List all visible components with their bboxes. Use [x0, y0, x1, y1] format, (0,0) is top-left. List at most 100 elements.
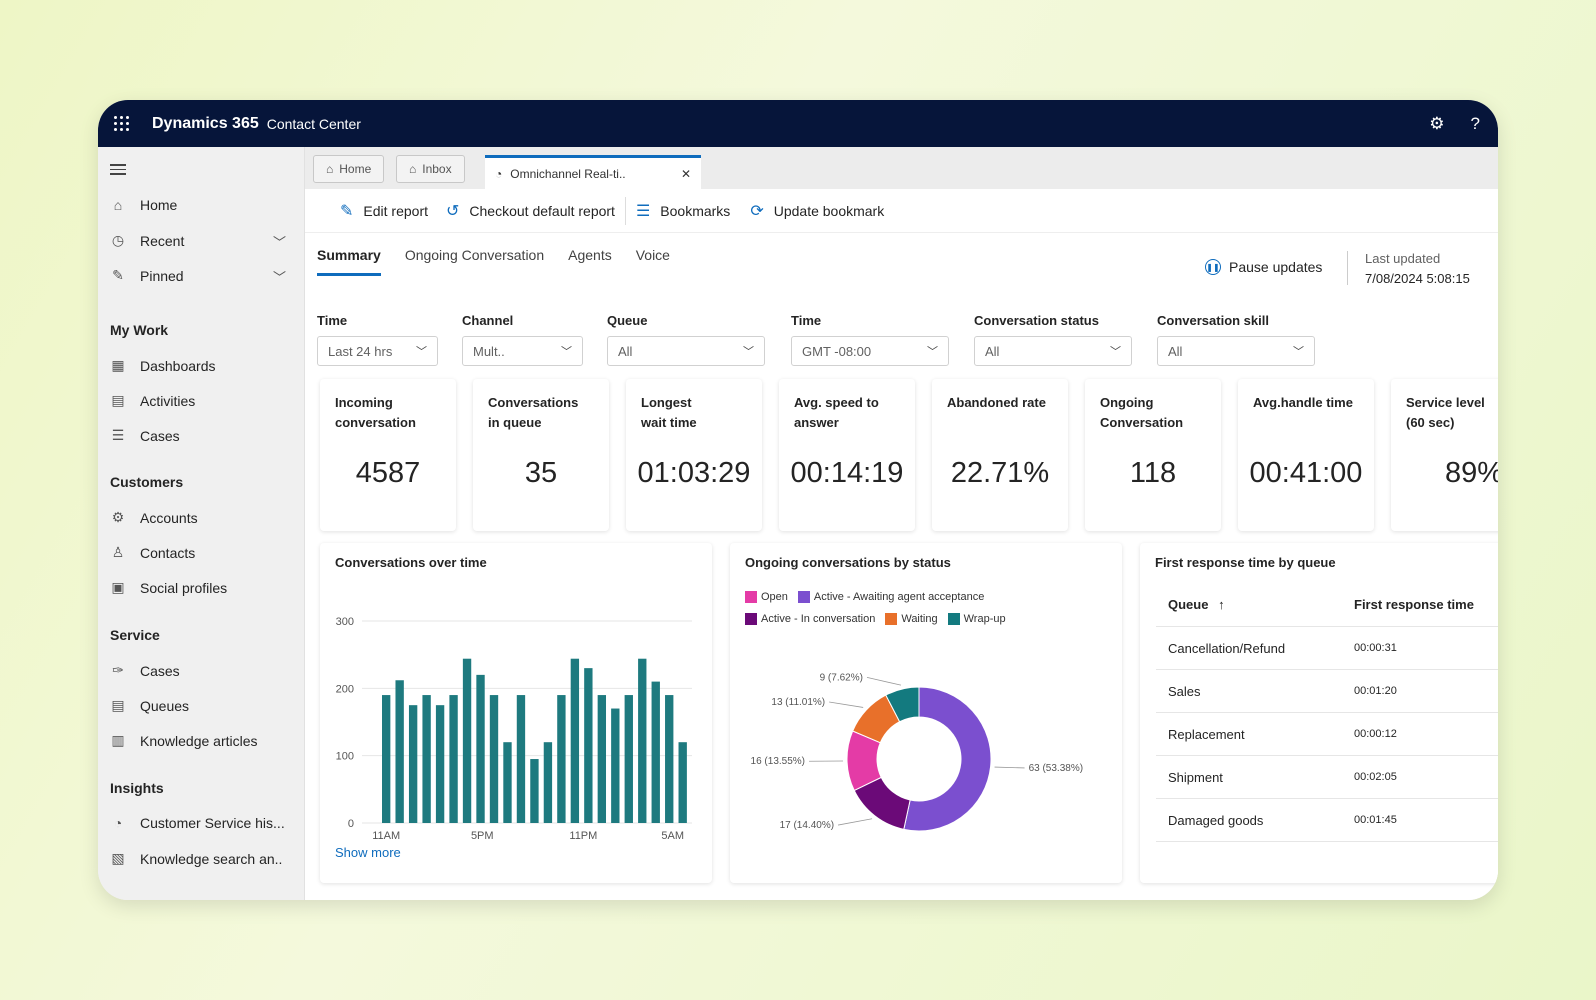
bar[interactable] [543, 742, 553, 823]
leader-line [866, 677, 902, 686]
kpi-conversations-in-queue: Conversations in queue 35 [473, 379, 609, 531]
kpi-label: Conversations in queue [488, 395, 579, 430]
checkout-default-report-button[interactable]: ↺ Checkout default report [446, 201, 615, 221]
bar[interactable] [449, 695, 458, 823]
tab-voice[interactable]: Voice [635, 247, 670, 263]
bookmarks-button[interactable]: ☰ Bookmarks [636, 201, 730, 221]
x-tick-label: 5PM [471, 830, 494, 842]
kpi-avg-speed-to-answer: Avg. speed to answer 00:14:19 [779, 379, 915, 531]
gear-icon[interactable]: ⚙ [1429, 113, 1445, 133]
bar[interactable] [597, 695, 607, 823]
channel-dropdown[interactable]: Mult.. ﹀ [462, 336, 583, 366]
bar[interactable] [382, 695, 391, 823]
clock-icon: ◷ [111, 232, 125, 248]
filter-conversation-status: Conversation status All ﹀ [974, 313, 1132, 366]
sidebar-item-label: Home [140, 197, 178, 213]
chevron-down-icon[interactable]: ﹀ [273, 270, 287, 285]
donut-slice[interactable] [885, 686, 920, 723]
table-row[interactable]: Replacement 00:00:12 [1156, 713, 1498, 756]
dropdown-value: All [618, 343, 633, 359]
dropdown-value: Last 24 hrs [328, 343, 393, 359]
bar[interactable] [422, 695, 431, 823]
sidebar-item-dashboards[interactable]: ▦ Dashboards [110, 357, 215, 374]
sidebar-item-recent[interactable]: ◷ Recent [110, 232, 184, 249]
show-more-link[interactable]: Show more [335, 845, 401, 860]
time-range-dropdown[interactable]: Last 24 hrs ﹀ [317, 336, 438, 366]
bar[interactable] [489, 695, 499, 823]
edit-report-button[interactable]: ✎ Edit report [340, 201, 428, 221]
donut-slice[interactable] [903, 686, 992, 832]
sidebar-item-knowledge-articles[interactable]: ▥ Knowledge articles [110, 732, 257, 749]
table-row[interactable]: Shipment 00:02:05 [1156, 756, 1498, 799]
bar[interactable] [611, 708, 620, 823]
sidebar-item-queues[interactable]: ▤ Queues [110, 697, 189, 714]
sidebar-item-social-profiles[interactable]: ▣ Social profiles [110, 579, 227, 596]
pause-updates-button[interactable]: ❚❚ Pause updates [1205, 259, 1322, 275]
session-tab-inbox[interactable]: ⌂ Inbox [396, 155, 465, 183]
sidebar-item-pinned[interactable]: ✎ Pinned [110, 267, 183, 284]
tab-summary[interactable]: Summary [317, 247, 381, 276]
slice-data-label: 63 (53.38%) [1029, 763, 1083, 774]
bar[interactable] [395, 680, 404, 823]
bar[interactable] [651, 681, 660, 823]
tab-ongoing-conversation[interactable]: Ongoing Conversation [404, 247, 545, 263]
sidebar-item-label: Knowledge search an.. [140, 850, 283, 867]
bar[interactable] [624, 695, 633, 823]
legend-item[interactable]: Wrap-up [947, 613, 1006, 625]
app-launcher-icon[interactable] [114, 115, 130, 132]
hamburger-menu-icon[interactable] [110, 164, 126, 178]
sidebar-item-contacts[interactable]: ♙ Contacts [110, 544, 196, 561]
conversation-status-dropdown[interactable]: All ﹀ [974, 336, 1132, 366]
help-icon[interactable]: ? [1470, 113, 1480, 133]
panel-first-response-by-queue: First response time by queue Queue ↑ Fir… [1140, 543, 1498, 883]
bar[interactable] [435, 705, 445, 823]
sidebar-item-home[interactable]: ⌂ Home [110, 197, 178, 213]
person-icon: ♙ [111, 544, 125, 560]
legend-item[interactable]: Active - In conversation [745, 613, 875, 625]
bar[interactable] [408, 705, 418, 823]
bar[interactable] [476, 674, 485, 823]
chevron-down-icon[interactable]: ﹀ [273, 235, 287, 250]
filter-conversation-skill: Conversation skill All ﹀ [1157, 313, 1315, 366]
legend-item[interactable]: Waiting [885, 613, 938, 625]
bar[interactable] [678, 742, 687, 823]
queue-dropdown[interactable]: All ﹀ [607, 336, 765, 366]
home-icon: ⌂ [326, 162, 334, 176]
session-tab-omnichannel[interactable]: ◔ Omnichannel Real-ti.. ✕ [485, 155, 701, 189]
bar[interactable] [638, 658, 647, 823]
bar[interactable] [557, 695, 566, 823]
bar[interactable] [503, 742, 512, 823]
sidebar-item-knowledge-search[interactable]: ▧ Knowledge search an.. [110, 850, 282, 867]
table-row[interactable]: Sales 00:01:20 [1156, 670, 1498, 713]
column-header-first-response-time[interactable]: First response time [1354, 597, 1474, 612]
kpi-value: 118 [1129, 457, 1177, 489]
sidebar-item-accounts[interactable]: ⚙ Accounts [110, 509, 198, 526]
bar[interactable] [530, 759, 539, 823]
legend-label: Waiting [901, 613, 938, 625]
leader-line [837, 818, 873, 826]
legend-item[interactable]: Active - Awaiting agent acceptance [797, 591, 984, 603]
column-header-queue[interactable]: Queue ↑ [1156, 597, 1354, 612]
sidebar-item-activities[interactable]: ▤ Activities [110, 392, 195, 409]
bar[interactable] [516, 695, 526, 823]
filter-label: Time [317, 313, 348, 328]
table-row[interactable]: Damaged goods 00:01:45 [1156, 799, 1498, 842]
update-bookmark-button[interactable]: ⟳ Update bookmark [750, 201, 884, 221]
content-area: ⌂ Home ⌂ Inbox ◔ Omnichannel Real-ti.. ✕… [305, 147, 1498, 900]
bar[interactable] [584, 668, 593, 823]
sidebar-item-cases[interactable]: ☰ Cases [110, 427, 180, 444]
conversation-skill-dropdown[interactable]: All ﹀ [1157, 336, 1315, 366]
bar[interactable] [570, 658, 580, 823]
bar[interactable] [665, 695, 674, 823]
table-row[interactable]: Cancellation/Refund 00:00:31 [1156, 627, 1498, 670]
status-donut-chart: 63 (53.38%) 17 (14.40%) 16 (13.55%) 13 (11.… [751, 672, 1083, 832]
tab-agents[interactable]: Agents [568, 247, 612, 263]
bar[interactable] [462, 658, 472, 823]
legend-item[interactable]: Open [745, 591, 788, 603]
session-tab-home[interactable]: ⌂ Home [313, 155, 385, 183]
sidebar-item-service-cases[interactable]: ✑ Cases [110, 662, 180, 679]
sidebar-item-customer-service-history[interactable]: ◔ Customer Service his... [110, 815, 285, 831]
timezone-dropdown[interactable]: GMT -08:00 ﹀ [791, 336, 949, 366]
sort-ascending-icon[interactable]: ↑ [1218, 597, 1225, 612]
close-icon[interactable]: ✕ [680, 166, 691, 181]
